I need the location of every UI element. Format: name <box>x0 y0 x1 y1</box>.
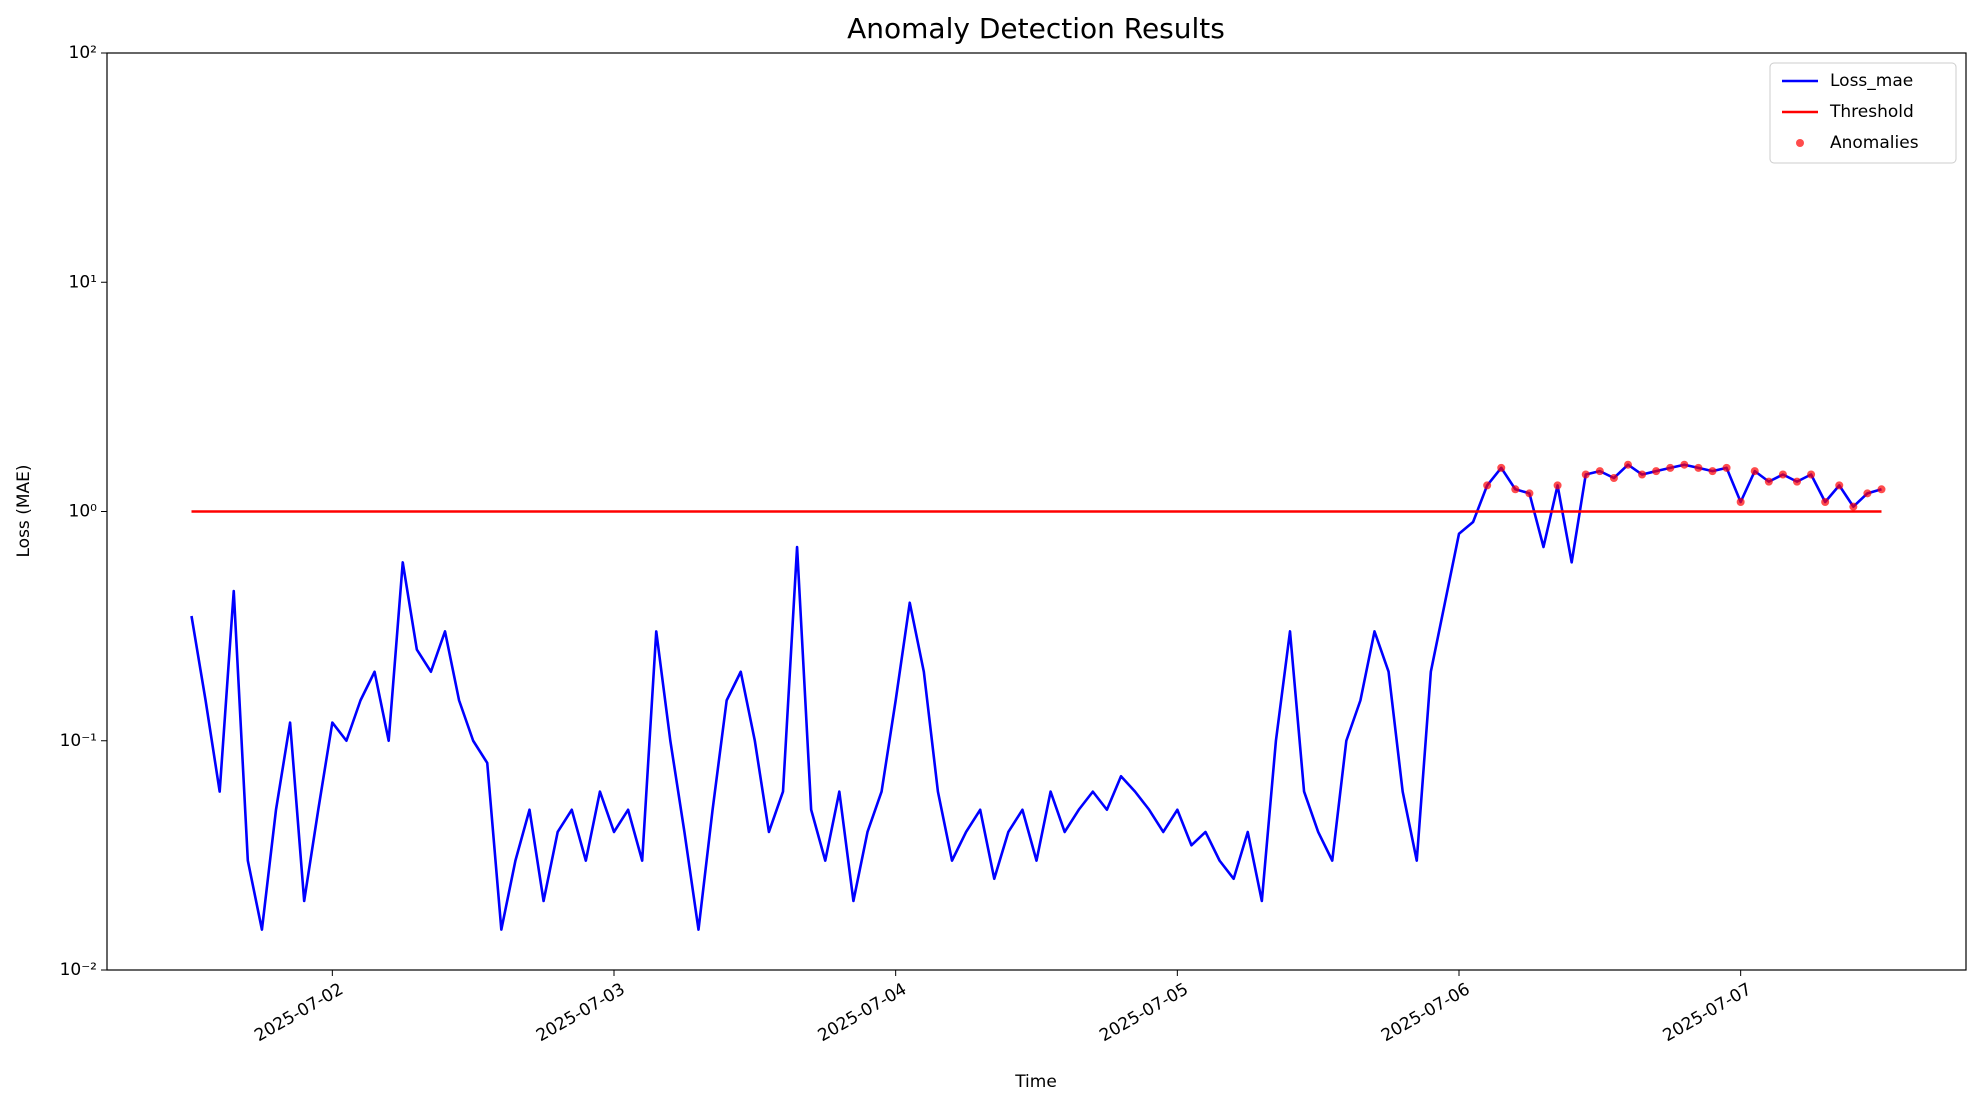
anomaly-point <box>1525 489 1534 498</box>
anomaly-point <box>1708 467 1717 476</box>
anomaly-point <box>1483 481 1492 490</box>
x-tick-label: 2025-07-05 <box>1096 979 1192 1046</box>
anomaly-point <box>1877 485 1886 494</box>
anomaly-point <box>1793 477 1801 486</box>
anomaly-point <box>1750 467 1759 476</box>
y-tick-label: 10⁰ <box>69 502 98 522</box>
legend-marker <box>1796 139 1804 147</box>
anomaly-point <box>1638 470 1647 479</box>
anomaly-point <box>1680 460 1689 469</box>
legend-label: Anomalies <box>1830 133 1919 153</box>
anomaly-point <box>1778 470 1787 479</box>
anomaly-point <box>1821 498 1830 507</box>
x-tick-label: 2025-07-06 <box>1378 979 1474 1046</box>
anomaly-point <box>1511 485 1520 494</box>
anomaly-point <box>1863 489 1872 498</box>
legend-label: Threshold <box>1829 102 1914 122</box>
anomaly-point <box>1581 470 1590 479</box>
anomaly-point <box>1609 474 1618 483</box>
y-tick-label: 10¹ <box>69 272 97 292</box>
legend-box <box>1769 62 1957 164</box>
anomaly-point <box>1736 498 1745 507</box>
x-axis-label: Time <box>1014 1072 1057 1092</box>
y-tick-label: 10² <box>69 43 97 63</box>
x-tick-label: 2025-07-03 <box>533 979 629 1046</box>
anomaly-point <box>1849 502 1858 511</box>
anomaly-point <box>1694 463 1703 472</box>
anomaly-point <box>1722 463 1731 472</box>
anomaly-point <box>1624 460 1632 469</box>
y-tick-label: 10⁻² <box>60 960 97 980</box>
y-tick-label: 10⁻¹ <box>60 731 97 751</box>
anomaly-point <box>1553 481 1562 490</box>
plot-area <box>190 460 1886 931</box>
chart-title: Anomaly Detection Results <box>847 12 1225 45</box>
axes-frame <box>106 52 1967 971</box>
anomaly-point <box>1595 467 1604 476</box>
anomaly-point <box>1652 467 1661 476</box>
x-tick-label: 2025-07-02 <box>251 979 347 1046</box>
x-tick-label: 2025-07-04 <box>815 979 911 1046</box>
anomaly-point <box>1835 481 1844 490</box>
y-axis-label: Loss (MAE) <box>14 465 34 558</box>
anomaly-point <box>1807 470 1816 479</box>
anomaly-point <box>1497 463 1506 472</box>
anomaly-point <box>1666 463 1675 472</box>
line-series <box>190 463 1882 931</box>
anomaly-point <box>1764 477 1773 486</box>
x-tick-label: 2025-07-07 <box>1660 979 1756 1046</box>
legend-label: Loss_mae <box>1830 71 1913 91</box>
